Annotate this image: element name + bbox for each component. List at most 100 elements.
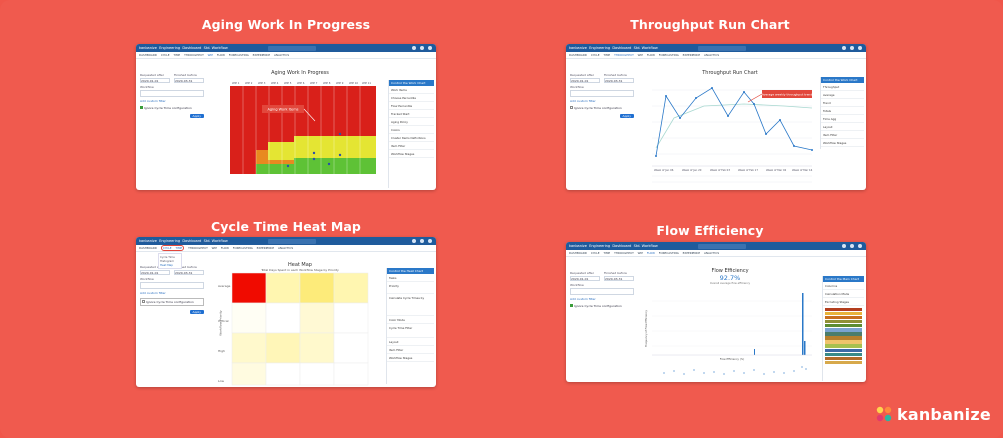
tab-cycle-time[interactable]: CYCLE TIME <box>590 53 611 57</box>
work-item-dot[interactable] <box>338 132 342 136</box>
requested-after-input[interactable]: 2020-01-01 <box>140 270 170 275</box>
apply-button[interactable]: Apply <box>619 114 634 118</box>
panel-row[interactable]: Cluster Items Definitions <box>389 134 434 142</box>
tab-forecasting[interactable]: FORECASTING <box>658 53 679 57</box>
tab-dashboard[interactable]: DASHBOARD <box>139 53 157 57</box>
add-filter-link[interactable]: Add custom filter <box>140 291 166 295</box>
panel-row[interactable]: Workflow Stages <box>389 150 434 158</box>
ignore-checkbox[interactable] <box>142 300 145 303</box>
app-logo[interactable]: kanbanize <box>139 239 157 243</box>
tab-dashboard[interactable]: DASHBOARD <box>139 246 157 250</box>
tab-forecasting[interactable]: FORECASTING <box>232 246 253 250</box>
tab-forecasting[interactable]: FORECASTING <box>658 251 679 255</box>
dropdown-item[interactable]: Histogram <box>160 259 174 263</box>
avatar[interactable] <box>428 46 432 50</box>
ignore-checkbox[interactable] <box>570 304 573 307</box>
histogram-bar[interactable] <box>754 349 755 355</box>
tab-wip[interactable]: WIP <box>207 53 213 57</box>
apply-button[interactable]: Apply <box>189 114 204 118</box>
tab-wip[interactable]: WIP <box>637 251 643 255</box>
tab-throughput[interactable]: THROUGHPUT <box>614 251 634 255</box>
search-input[interactable] <box>698 243 746 249</box>
tab-forecasting[interactable]: FORECASTING <box>228 53 249 57</box>
bell-icon[interactable] <box>850 46 854 50</box>
stage-color-swatch[interactable] <box>825 360 862 365</box>
panel-row[interactable]: Calculate Cycle Times by <box>387 294 434 316</box>
requested-after-input[interactable]: 2020-01-01 <box>570 276 600 281</box>
panel-row[interactable]: Workflow Stages <box>387 354 434 362</box>
board-menu[interactable]: Dashboard <box>612 244 632 248</box>
stage-color-swatch[interactable] <box>825 307 862 312</box>
panel-row[interactable]: Tracked Start <box>389 110 434 118</box>
work-item-dot[interactable] <box>312 151 316 155</box>
tab-experience-analytics[interactable]: EXPERIENCE ANALYTICS <box>682 251 720 255</box>
panel-row[interactable]: Tasks <box>387 274 434 282</box>
work-item-dot[interactable] <box>312 157 316 161</box>
heat-cell[interactable] <box>265 272 301 304</box>
add-filter-link[interactable]: Add custom filter <box>570 99 596 103</box>
stage-color-swatch[interactable] <box>825 336 862 340</box>
heat-cell[interactable] <box>333 362 369 386</box>
data-point[interactable] <box>793 145 795 147</box>
panel-row[interactable]: Colors <box>389 126 434 134</box>
data-point[interactable] <box>679 117 681 119</box>
data-point[interactable] <box>811 149 813 151</box>
workspace-menu[interactable]: Engineering <box>589 244 611 248</box>
tab-wip[interactable]: WIP <box>637 53 643 57</box>
heat-cell[interactable] <box>299 332 335 364</box>
tab-flow[interactable]: FLOW <box>216 53 225 57</box>
tab-cycle-time[interactable]: CYCLE TIME <box>590 251 611 255</box>
tab-throughput[interactable]: THROUGHPUT <box>188 246 208 250</box>
workflow-menu[interactable]: Std. Workflow <box>203 46 228 50</box>
work-item-dot[interactable] <box>327 162 331 166</box>
plus-icon[interactable] <box>842 46 846 50</box>
data-point[interactable] <box>655 155 657 157</box>
workflow-select[interactable] <box>140 282 204 289</box>
heat-cell[interactable] <box>299 302 335 334</box>
finished-before-input[interactable]: 2020-03-31 <box>604 78 634 83</box>
heat-cell[interactable] <box>333 272 369 304</box>
data-point[interactable] <box>695 97 697 99</box>
board-menu[interactable]: Dashboard <box>182 239 202 243</box>
tab-dashboard[interactable]: DASHBOARD <box>569 251 587 255</box>
workflow-select[interactable] <box>570 90 634 97</box>
heat-cell[interactable] <box>231 362 267 386</box>
panel-row[interactable]: Aging Policy <box>389 118 434 126</box>
panel-row[interactable]: Time Agg <box>821 115 864 123</box>
panel-row[interactable]: Cycle Time Filter <box>387 324 434 338</box>
add-filter-link[interactable]: Add custom filter <box>140 99 166 103</box>
heat-cell[interactable] <box>265 332 301 364</box>
ignore-checkbox[interactable] <box>570 106 573 109</box>
panel-row[interactable]: Columns <box>823 282 864 290</box>
tab-experience-analytics[interactable]: EXPERIENCE ANALYTICS <box>256 246 294 250</box>
tab-experience-analytics[interactable]: EXPERIENCE ANALYTICS <box>682 53 720 57</box>
workflow-menu[interactable]: Std. Workflow <box>633 244 658 248</box>
heat-cell[interactable] <box>265 302 301 334</box>
board-menu[interactable]: Dashboard <box>612 46 632 50</box>
panel-row[interactable]: Totals <box>821 107 864 115</box>
data-point[interactable] <box>765 133 767 135</box>
app-logo[interactable]: kanbanize <box>139 46 157 50</box>
work-item-dot[interactable] <box>286 164 290 168</box>
tab-dashboard[interactable]: DASHBOARD <box>569 53 587 57</box>
histogram-bar[interactable] <box>804 341 806 355</box>
heat-cell[interactable] <box>299 272 335 304</box>
panel-row[interactable]: Color Mode <box>387 316 434 324</box>
stage-color-swatch[interactable] <box>825 348 862 353</box>
panel-row[interactable]: Layout <box>821 123 864 131</box>
heat-cell[interactable] <box>265 362 301 386</box>
heat-cell[interactable] <box>333 302 369 334</box>
stage-color-swatch[interactable] <box>825 340 862 344</box>
tab-flow[interactable]: FLOW <box>646 53 655 57</box>
workspace-menu[interactable]: Engineering <box>159 239 181 243</box>
search-input[interactable] <box>698 45 746 51</box>
dropdown-item[interactable]: Cycle Time <box>160 255 175 259</box>
panel-row[interactable]: Average <box>821 91 864 99</box>
stage-color-swatch[interactable] <box>825 332 862 336</box>
finished-before-input[interactable]: 2020-03-31 <box>604 276 634 281</box>
bell-icon[interactable] <box>850 244 854 248</box>
board-menu[interactable]: Dashboard <box>182 46 202 50</box>
panel-row[interactable]: Work Items <box>389 86 434 94</box>
plus-icon[interactable] <box>412 46 416 50</box>
workflow-select[interactable] <box>140 90 204 97</box>
